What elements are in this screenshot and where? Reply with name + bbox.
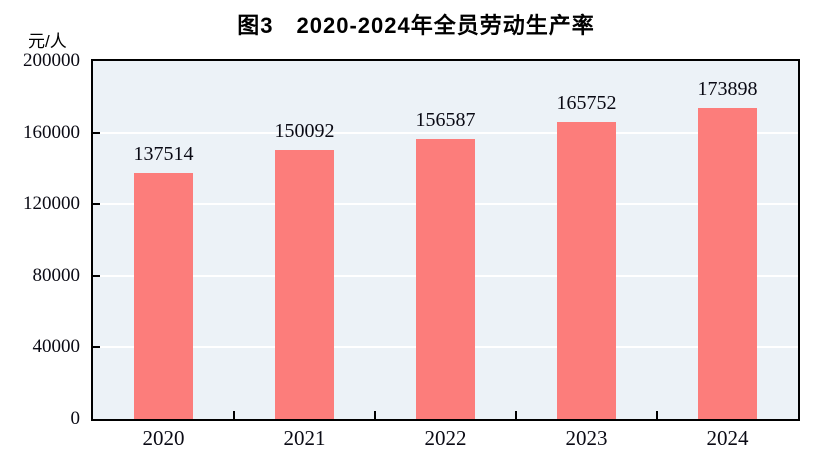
bar bbox=[698, 108, 757, 419]
x-axis-category-label: 2021 bbox=[283, 426, 326, 450]
y-axis-tick-label: 0 bbox=[70, 408, 81, 429]
bar bbox=[134, 173, 193, 419]
y-axis-unit-label: 元/人 bbox=[28, 32, 67, 51]
x-axis-tick bbox=[656, 411, 658, 419]
plot-area bbox=[91, 59, 800, 421]
chart-title: 图3 2020-2024年全员劳动生产率 bbox=[237, 13, 595, 38]
bar-value-label: 173898 bbox=[697, 78, 758, 100]
bar-value-label: 165752 bbox=[556, 92, 617, 114]
y-axis-tick bbox=[93, 131, 100, 134]
x-axis-tick bbox=[374, 411, 376, 419]
y-axis-tick bbox=[93, 203, 100, 206]
bar bbox=[557, 122, 616, 419]
x-axis-category-label: 2020 bbox=[142, 426, 185, 450]
y-axis-tick-label: 160000 bbox=[23, 121, 80, 143]
y-axis-tick-label: 120000 bbox=[23, 193, 80, 215]
y-axis-tick-label: 80000 bbox=[32, 264, 81, 286]
bar-value-label: 137514 bbox=[133, 143, 194, 165]
x-axis-category-label: 2024 bbox=[706, 426, 749, 450]
gridline bbox=[93, 131, 798, 134]
bar bbox=[275, 150, 334, 419]
bar bbox=[416, 139, 475, 419]
y-axis-tick bbox=[93, 346, 100, 349]
x-axis-tick bbox=[233, 411, 235, 419]
y-axis-tick-label: 40000 bbox=[32, 336, 81, 358]
x-axis-category-label: 2023 bbox=[565, 426, 608, 450]
y-axis-tick-label: 200000 bbox=[23, 50, 80, 71]
bar-value-label: 156587 bbox=[415, 109, 476, 131]
x-axis-tick bbox=[515, 411, 517, 419]
x-axis-category-label: 2022 bbox=[424, 426, 467, 450]
y-axis-tick bbox=[93, 274, 100, 277]
bar-value-label: 150092 bbox=[274, 120, 335, 142]
